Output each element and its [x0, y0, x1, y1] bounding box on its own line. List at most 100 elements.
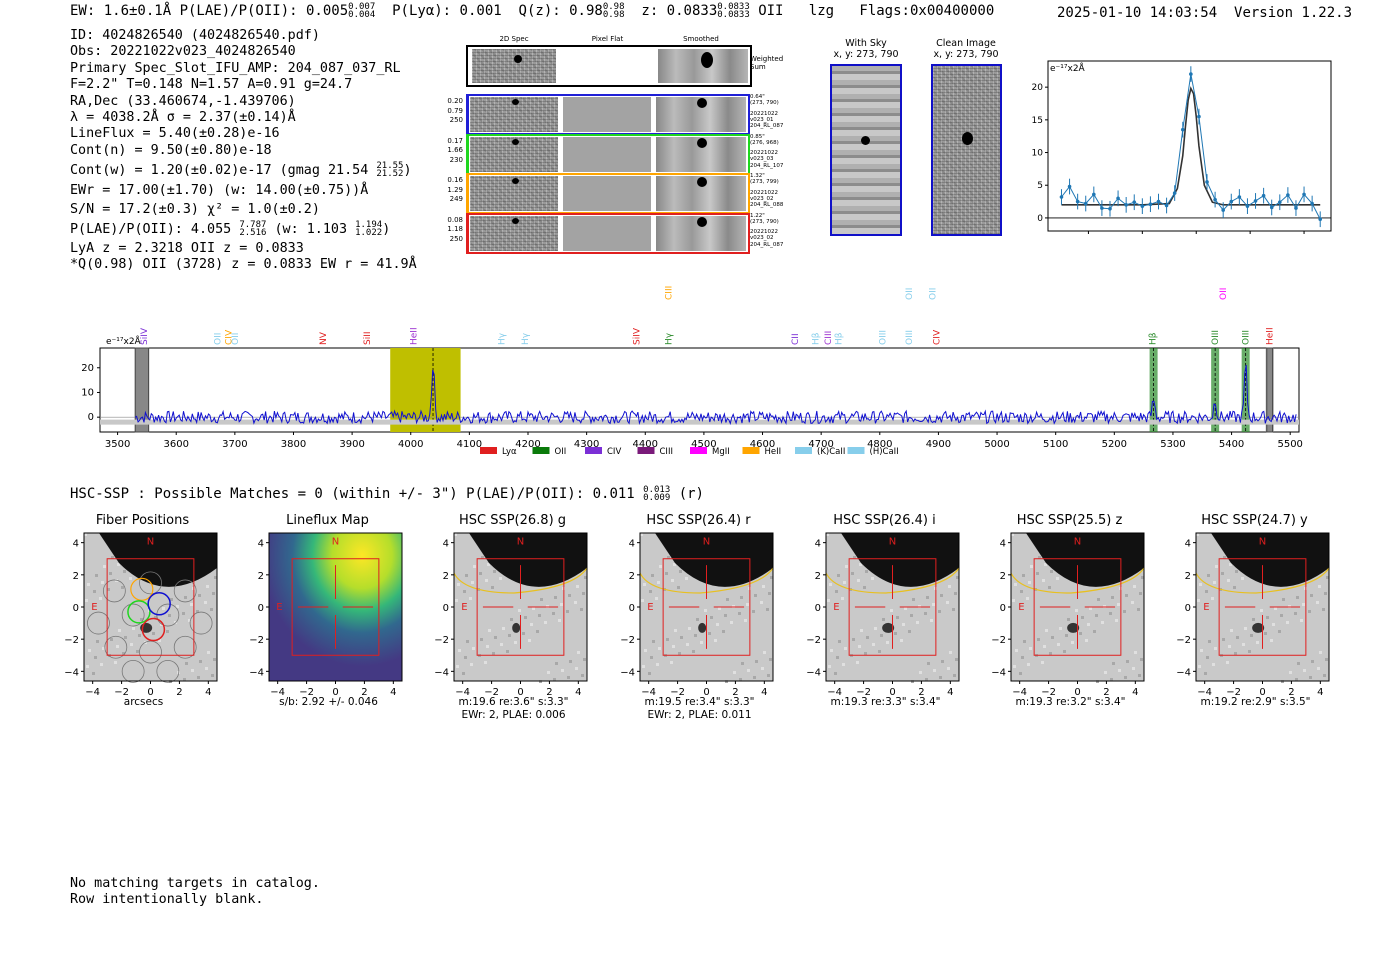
- hsc-noise-pixel: [1322, 608, 1325, 611]
- info-primary: Primary Spec_Slot_IFU_AMP: 204_087_037_R…: [70, 60, 401, 76]
- spec-xtick-label: 4600: [750, 439, 775, 450]
- north-label: N: [332, 536, 339, 547]
- hsc-noise-pixel: [933, 669, 936, 672]
- hsc-noise-pixel: [1270, 639, 1273, 642]
- hsc-noise-pixel: [1089, 607, 1092, 610]
- hsc-noise-pixel: [1213, 581, 1216, 584]
- hsc-source: [1067, 622, 1080, 633]
- hsc-ytick-label: 2: [815, 571, 821, 582]
- hsc-noise-pixel: [470, 663, 473, 666]
- cutout-source: [512, 99, 519, 105]
- contw-hi: 21.55: [376, 161, 404, 172]
- hsc-summary-text: HSC-SSP : Possible Matches = 0 (within +…: [70, 486, 635, 502]
- hsc-noise-pixel: [1085, 639, 1088, 642]
- hsc-noise-pixel: [766, 608, 769, 611]
- spec-legend-swatch: [585, 447, 602, 454]
- cutout-left-value: 1.29: [447, 185, 463, 194]
- z-lo: 0.0833: [717, 10, 750, 20]
- cutout-right-value: 1.32": [750, 173, 765, 179]
- hsc-noise-pixel: [927, 662, 930, 665]
- hsc-noise-pixel: [1309, 676, 1312, 679]
- hsc-ytick-label: 4: [1000, 539, 1006, 550]
- hsc-noise-pixel: [574, 601, 577, 604]
- hsc-noise-pixel: [558, 619, 561, 622]
- hsc-ytick-label: 4: [258, 539, 264, 550]
- hsc-noise-pixel: [584, 576, 587, 579]
- hsc-noise-pixel: [954, 592, 957, 595]
- info-contn: Cont(n) = 9.50(±0.80)e-18: [70, 142, 272, 158]
- hsc-noise-pixel: [853, 556, 856, 559]
- hsc-noise-pixel: [580, 608, 583, 611]
- spec-ytick-label: 20: [81, 363, 94, 374]
- hsc-box: [848, 558, 937, 656]
- hsc-noise-pixel: [199, 660, 202, 663]
- hsc-noise-pixel: [1081, 616, 1084, 619]
- hsc-noise-pixel: [836, 656, 839, 659]
- hsc-noise-pixel: [581, 674, 584, 677]
- hsc-noise-pixel: [938, 610, 941, 613]
- hsc-noise-pixel: [121, 586, 124, 589]
- fiber-orange: [130, 577, 154, 601]
- spec-line-label: OIII: [1242, 330, 1252, 345]
- hsc-noise-pixel: [123, 570, 126, 573]
- hsc-noise-pixel: [762, 585, 765, 588]
- hsc-source: [882, 622, 895, 633]
- hsc-noise-pixel: [843, 581, 846, 584]
- ew-plae: EW: 1.6±0.1Å P(LAE)/P(OII): 0.005: [70, 3, 349, 19]
- hsc-xtick-label: 2: [176, 687, 182, 698]
- hsc-noise-pixel: [740, 596, 743, 599]
- east-label: E: [276, 602, 282, 613]
- hsc-noise-pixel: [575, 667, 578, 670]
- hsc-noise-pixel: [767, 674, 770, 677]
- hsc-noise-pixel: [644, 649, 647, 652]
- info-id: ID: 4024826540 (4024826540.pdf): [70, 28, 320, 43]
- hsc-noise-pixel: [1311, 660, 1314, 663]
- qz-hi: 0.98: [602, 2, 625, 12]
- spec-line-label: SiIV: [632, 327, 642, 345]
- hsc-noise-pixel: [198, 594, 201, 597]
- hsc-noise-pixel: [1051, 636, 1054, 639]
- cutout-flat: [563, 176, 651, 211]
- hsc-noise-pixel: [1063, 650, 1066, 653]
- hsc-noise-pixel: [940, 594, 943, 597]
- hsc-noise-pixel: [692, 650, 695, 653]
- timestamp-version: 2025-01-10 14:03:54 Version 1.22.3: [1057, 5, 1352, 21]
- hsc-noise-pixel: [492, 652, 495, 655]
- hsc-noise-pixel: [956, 576, 959, 579]
- spec-legend-label: CIII: [660, 447, 673, 457]
- hsc-noise-pixel: [1310, 594, 1313, 597]
- north-label: N: [703, 536, 710, 547]
- contw-lo: 21.52: [376, 169, 404, 180]
- hsc-noise-pixel: [722, 630, 725, 633]
- hsc-noise-pixel: [1041, 661, 1044, 664]
- hsc-ytick-label: −4: [806, 667, 821, 678]
- info-obs: Obs: 20221022v023_4024826540: [70, 44, 296, 60]
- hsc-noise-pixel: [665, 572, 668, 575]
- hsc-aperture-ellipse: [1010, 567, 1145, 594]
- hsc-noise-pixel: [469, 597, 472, 600]
- hsc-noise-pixel: [466, 640, 469, 643]
- hsc-noise-pixel: [1101, 621, 1104, 624]
- hsc-ytick-label: 4: [73, 539, 79, 550]
- hsc-xtick-label: 2: [732, 687, 738, 698]
- hsc-noise-pixel: [1199, 583, 1202, 586]
- hsc-xtick-label: −2: [1041, 687, 1056, 698]
- header-summary: EW: 1.6±0.1Å P(LAE)/P(OII): 0.005 0.007 0.…: [70, 2, 994, 20]
- hsc-noise-pixel: [866, 636, 869, 639]
- spec-legend-label: Lyα: [502, 447, 517, 457]
- hsc-noise-pixel: [1295, 678, 1298, 681]
- spec-xtick-label: 3900: [339, 439, 364, 450]
- fiber-green: [127, 600, 151, 624]
- zoom-ytick-label: 0: [1037, 214, 1043, 224]
- cutout-left-values: 0.16 1.29 249: [444, 176, 463, 205]
- hsc-aperture-ellipse: [825, 567, 960, 594]
- hsc-noise-pixel: [667, 556, 670, 559]
- spec-legend-label: OII: [555, 447, 567, 457]
- hsc-xtick-label: 2: [1103, 687, 1109, 698]
- fiber-circle: [121, 659, 145, 683]
- hsc-panel-caption: m:19.3 re:3.2" s:3.4": [1015, 696, 1126, 708]
- hsc-noise-pixel: [1196, 533, 1199, 536]
- hsc-ytick-label: −4: [991, 667, 1006, 678]
- cutout-left-value: 230: [449, 155, 463, 164]
- hsc-noise-pixel: [744, 619, 747, 622]
